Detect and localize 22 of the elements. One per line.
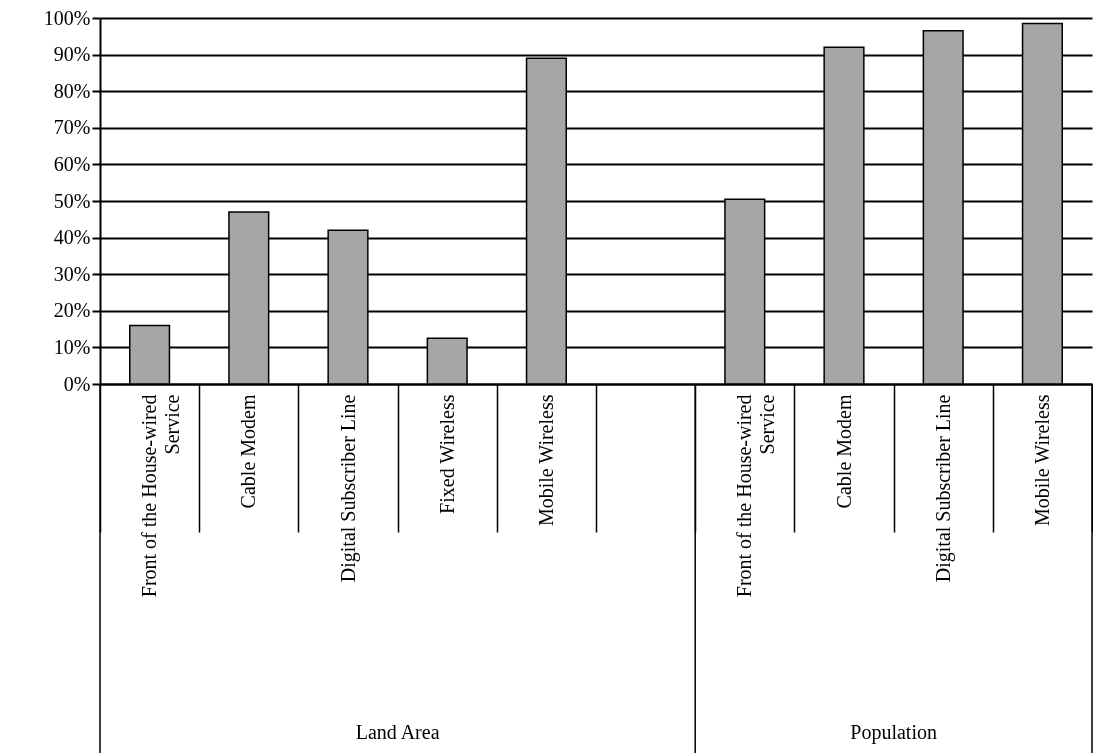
y-tick-label: 80% (53, 79, 91, 102)
text: Land Area (355, 721, 440, 743)
x-tick-label: Front of the House-wired Service (733, 394, 779, 598)
y-tick-label: 40% (53, 226, 91, 249)
x-tick-label: Front of the House-wired Service (138, 394, 184, 598)
x-tick-label: Cable Modem (832, 394, 855, 509)
y-tick-label: 70% (53, 116, 91, 139)
x-tick-label: Mobile Wireless (1030, 394, 1053, 527)
y-tick-label: 90% (53, 43, 91, 66)
x-tick-label: Digital Subscriber Line (931, 394, 955, 583)
y-tick-label: 50% (53, 189, 91, 212)
text: Population (850, 721, 937, 744)
x-tick-label: Fixed Wireless (435, 394, 458, 514)
x-tick-label: Mobile Wireless (534, 394, 557, 527)
x-tick-label: Cable Modem (237, 394, 260, 509)
y-tick-label: 20% (53, 299, 91, 322)
y-tick-label: 60% (53, 152, 91, 175)
x-tick-label: Digital Subscriber Line (336, 394, 360, 583)
y-tick-label: 100% (43, 6, 91, 29)
y-tick-label: 30% (53, 262, 91, 285)
y-tick-label: 10% (53, 335, 91, 358)
y-tick-label: 0% (63, 372, 91, 395)
